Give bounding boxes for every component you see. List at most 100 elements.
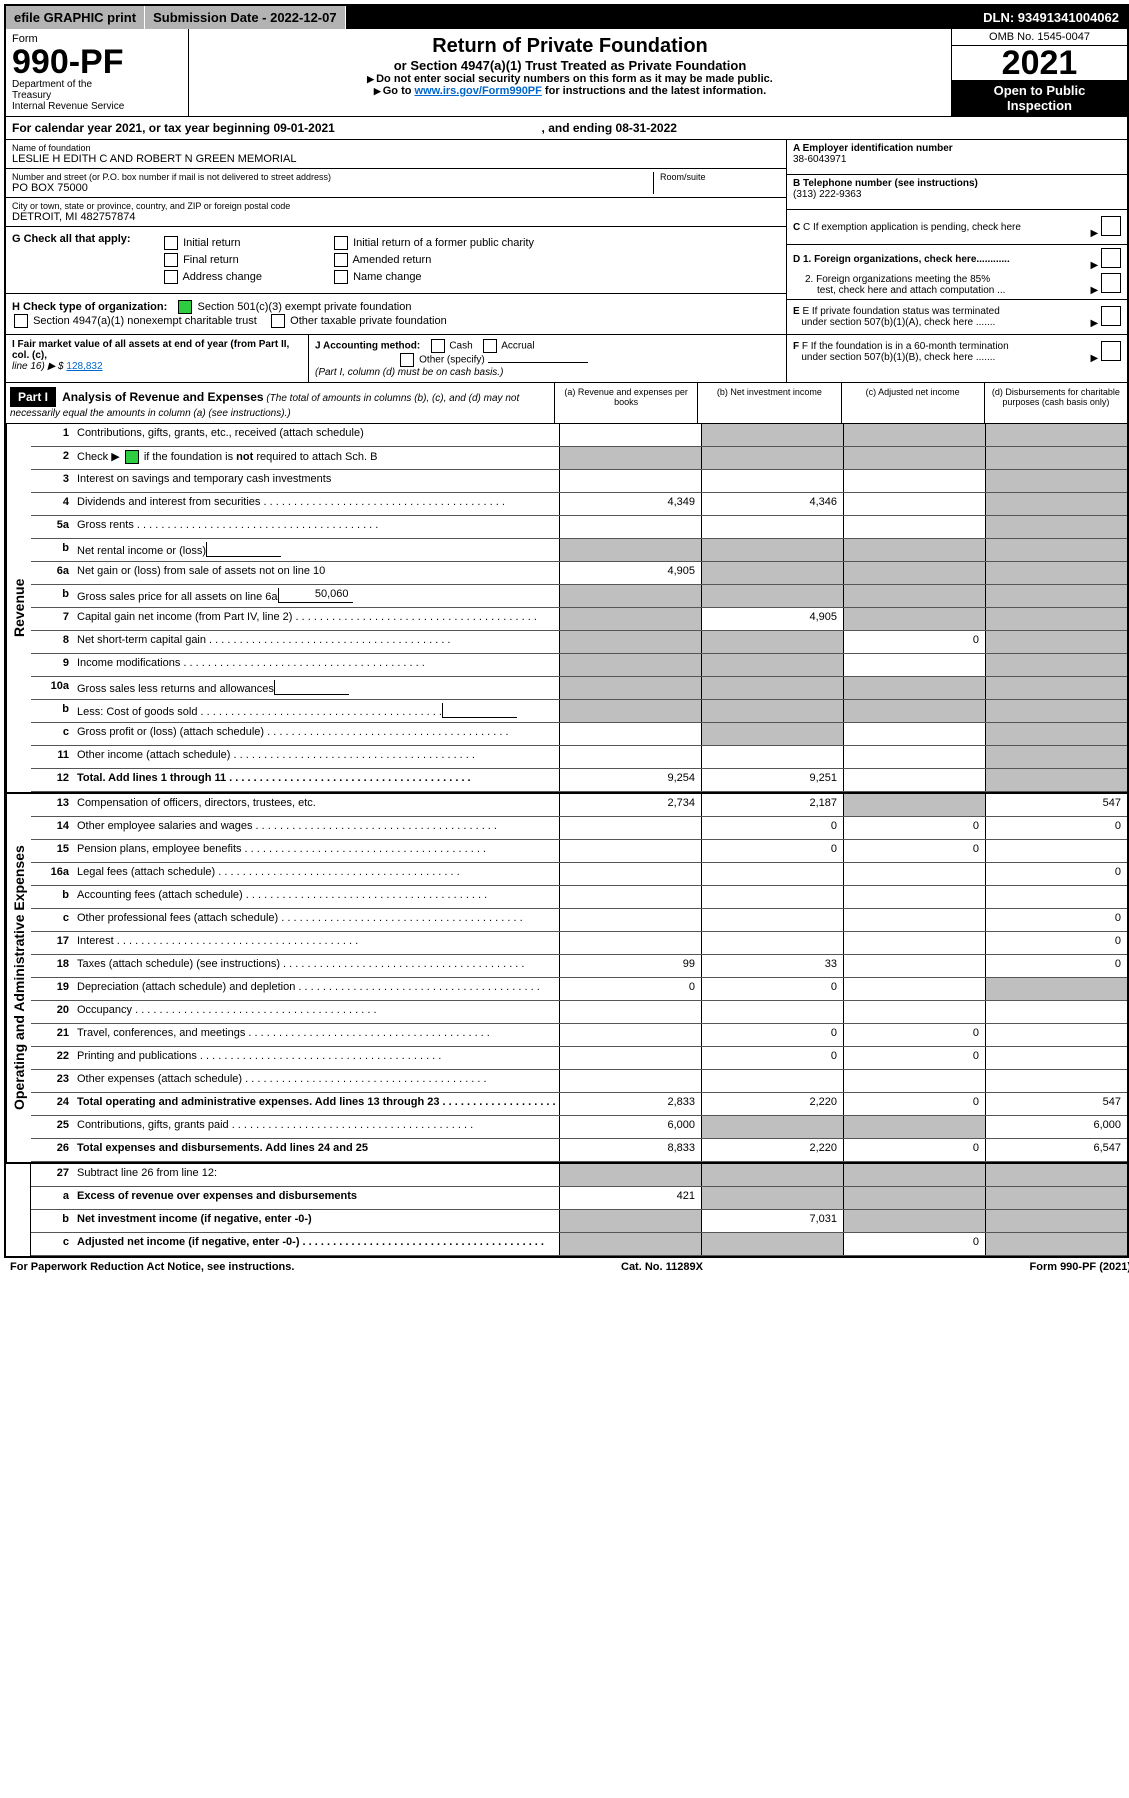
form-number-box: Form 990-PF Department of the Treasury I… [6,29,189,116]
top-bar: efile GRAPHIC print Submission Date - 20… [6,6,1127,29]
4947a1-checkbox[interactable] [14,314,28,328]
table-row: 13Compensation of officers, directors, t… [31,794,1127,817]
dept-line-3: Internal Revenue Service [12,101,182,112]
data-cell [559,654,701,676]
row-desc: Other employee salaries and wages [73,817,559,839]
row-number: 19 [31,978,73,1000]
open-line-2: Inspection [1007,98,1072,113]
row-desc: Less: Cost of goods sold [73,700,559,722]
table-row: 5aGross rents [31,516,1127,539]
row-number: 1 [31,424,73,446]
table-row: 12Total. Add lines 1 through 119,2549,25… [31,769,1127,792]
amended-return-checkbox[interactable] [334,253,348,267]
footer-left: For Paperwork Reduction Act Notice, see … [10,1261,294,1273]
name-change-checkbox[interactable] [334,270,348,284]
f-checkbox[interactable] [1101,341,1121,361]
row-desc: Adjusted net income (if negative, enter … [73,1233,559,1255]
cash-checkbox[interactable] [431,339,445,353]
efile-segment[interactable]: efile GRAPHIC print [6,6,145,29]
d1-checkbox[interactable] [1101,248,1121,268]
e-checkbox[interactable] [1101,306,1121,326]
data-cell [843,700,985,722]
initial-return-checkbox[interactable] [164,236,178,250]
data-cell [843,447,985,469]
part1-header-row: Part I Analysis of Revenue and Expenses … [6,383,1127,424]
row-desc: Occupancy [73,1001,559,1023]
arrow-icon: ▶ [1091,285,1099,296]
row-desc: Total operating and administrative expen… [73,1093,559,1115]
phone-value: (313) 222-9363 [793,189,1121,200]
row-number: b [31,1210,73,1232]
row-desc: Net short-term capital gain [73,631,559,653]
row-desc: Interest [73,932,559,954]
row-number: 27 [31,1164,73,1186]
data-cell: 8,833 [559,1139,701,1161]
row-desc: Net investment income (if negative, ente… [73,1210,559,1232]
arrow-icon: ▶ [1091,318,1099,329]
data-cell [843,516,985,538]
row-desc: Excess of revenue over expenses and disb… [73,1187,559,1209]
other-specify-checkbox[interactable] [400,353,414,367]
data-cell: 0 [843,1093,985,1115]
data-cell [843,493,985,515]
other-taxable-checkbox[interactable] [271,314,285,328]
row-number: 9 [31,654,73,676]
row-number: 10a [31,677,73,699]
row-desc: Other expenses (attach schedule) [73,1070,559,1092]
row-number: 8 [31,631,73,653]
data-cell: 0 [843,1024,985,1046]
row-desc: Accounting fees (attach schedule) [73,886,559,908]
g-o1: Initial return [183,237,240,249]
irs-link[interactable]: www.irs.gov/Form990PF [415,85,542,97]
inline-value-box [206,542,281,557]
table-row: cAdjusted net income (if negative, enter… [31,1233,1127,1256]
ein-value: 38-6043971 [793,154,1121,165]
data-cell [985,1164,1127,1186]
row-number: b [31,886,73,908]
data-cell [985,1070,1127,1092]
final-return-checkbox[interactable] [164,253,178,267]
data-cell [843,769,985,791]
row-number: 21 [31,1024,73,1046]
initial-former-checkbox[interactable] [334,236,348,250]
arrow-icon: ▶ [1091,228,1099,239]
accrual-checkbox[interactable] [483,339,497,353]
c-checkbox[interactable] [1101,216,1121,236]
open-public-badge: Open to Public Inspection [952,80,1127,116]
row-number: c [31,723,73,745]
data-cell [843,955,985,977]
arrow-icon: ▶ [1091,260,1099,271]
arrow-icon: ▶ [1091,353,1099,364]
data-cell [985,447,1127,469]
schb-checkbox[interactable] [125,450,139,464]
row-number: 20 [31,1001,73,1023]
data-cell [701,1070,843,1092]
d2a-label: 2. Foreign organizations meeting the 85% [805,274,990,285]
501c3-checkbox[interactable] [178,300,192,314]
c-label: C If exemption application is pending, c… [803,222,1021,233]
data-cell [701,1187,843,1209]
revenue-side-label: Revenue [6,424,31,792]
data-cell: 6,547 [985,1139,1127,1161]
phone-cell: B Telephone number (see instructions) (3… [787,175,1127,210]
row-number: 4 [31,493,73,515]
h-o2: Section 4947(a)(1) nonexempt charitable … [33,315,257,327]
d2-checkbox[interactable] [1101,273,1121,293]
address-change-checkbox[interactable] [164,270,178,284]
row-desc: Net rental income or (loss) [73,539,559,561]
data-cell [701,909,843,931]
line27-section: 27Subtract line 26 from line 12:aExcess … [6,1162,1127,1256]
col-b-header: (b) Net investment income [697,383,840,423]
data-cell [843,886,985,908]
inline-value-box [442,703,517,718]
row-desc: Total. Add lines 1 through 11 [73,769,559,791]
table-row: bAccounting fees (attach schedule) [31,886,1127,909]
row-desc: Contributions, gifts, grants, etc., rece… [73,424,559,446]
row-number: b [31,585,73,607]
footer-right-b: 990-PF [1060,1261,1096,1273]
data-cell: 0 [701,1024,843,1046]
table-row: 6aNet gain or (loss) from sale of assets… [31,562,1127,585]
row-number: 12 [31,769,73,791]
table-row: 27Subtract line 26 from line 12: [31,1164,1127,1187]
data-cell [985,700,1127,722]
